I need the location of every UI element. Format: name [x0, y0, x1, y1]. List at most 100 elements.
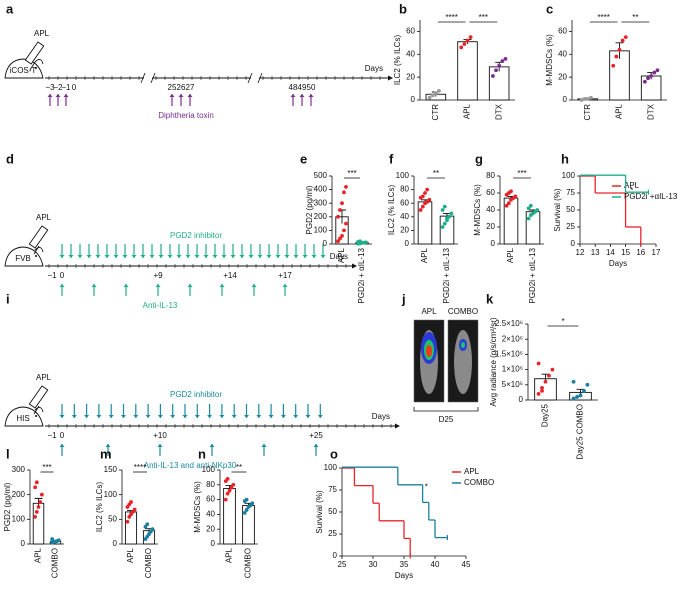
arrow-head — [59, 255, 65, 258]
data-point — [225, 491, 230, 496]
timeline-label: −3 — [45, 83, 55, 92]
data-point — [338, 208, 342, 212]
x-tick-label: APL — [615, 103, 624, 119]
x-tick-label: APL — [506, 247, 515, 263]
y-tick-label: 40 — [206, 510, 215, 519]
arrow-head — [105, 444, 111, 447]
y-tick-label: 1.5×10⁶ — [495, 350, 523, 359]
x-tick-label: APL — [126, 547, 135, 563]
arrow-head — [187, 284, 193, 287]
x-tick-label: DTX — [494, 103, 503, 120]
data-point — [513, 194, 518, 199]
y-tick-label: 20 — [406, 72, 415, 81]
data-point — [129, 500, 133, 504]
arrow-head — [59, 284, 65, 287]
x-tick-label: 13 — [591, 248, 600, 257]
timeline-label: +25 — [309, 431, 323, 440]
x-tick-label: 35 — [400, 560, 409, 569]
y-tick-label: 40 — [400, 212, 409, 221]
arrow-head — [91, 284, 97, 287]
data-point — [420, 204, 425, 209]
data-point — [620, 38, 625, 43]
arrow-head — [169, 94, 175, 97]
y-tick-label: 200 — [12, 490, 26, 499]
data-point — [225, 476, 230, 481]
arrow-head — [113, 255, 119, 258]
arrow-head — [167, 255, 173, 258]
y-tick-label: 60 — [406, 27, 415, 36]
y-tick-label: 25 — [566, 222, 575, 231]
data-point — [445, 216, 449, 221]
arrow-head — [275, 255, 281, 258]
x-axis-title: Days — [395, 571, 413, 580]
arrow-head — [219, 415, 225, 418]
y-tick-label: 150 — [104, 465, 118, 474]
panel-letter: g — [475, 151, 483, 166]
treatment-label: PGD2 inhibitor — [170, 231, 222, 240]
data-point — [449, 211, 454, 216]
axis-title: Days — [372, 412, 390, 421]
arrow-head — [203, 255, 209, 258]
panel-letter: c — [546, 1, 553, 16]
data-point — [575, 395, 579, 399]
data-point — [433, 91, 438, 96]
arrow-head — [122, 255, 128, 258]
y-tick-label: 100 — [314, 226, 328, 235]
data-point — [425, 187, 430, 192]
y-tick-label: 80 — [206, 480, 215, 489]
y-tick-label: 0 — [563, 95, 568, 104]
timeline-label: 26 — [177, 83, 186, 92]
arrow-head — [149, 255, 155, 258]
significance-label: ** — [632, 13, 638, 22]
arrow-head — [55, 94, 61, 97]
significance-label: * — [630, 186, 633, 195]
arrow-head — [282, 284, 288, 287]
timeline-arrowhead — [395, 423, 400, 429]
image-caption: D25 — [439, 415, 454, 424]
data-point — [585, 382, 590, 387]
x-tick-label: APL — [337, 247, 346, 263]
data-point — [344, 184, 348, 189]
data-point — [364, 240, 368, 245]
x-tick-label: 30 — [369, 560, 378, 569]
data-point — [462, 42, 467, 46]
y-tick-label: 75 — [566, 188, 575, 197]
data-point — [427, 197, 432, 202]
bar — [640, 75, 662, 101]
y-tick-label: 0 — [333, 551, 338, 560]
arrow-head — [194, 415, 200, 418]
data-point — [585, 96, 590, 101]
arrow-head — [209, 444, 215, 447]
timeline-label: +14 — [223, 271, 237, 280]
data-point — [132, 507, 137, 512]
axis-break — [150, 72, 156, 84]
data-point — [33, 485, 38, 490]
data-point — [579, 98, 584, 102]
arrow-head — [123, 284, 129, 287]
y-tick-label: 20 — [486, 222, 495, 231]
arrow-head — [284, 255, 290, 258]
arrow-head — [244, 415, 249, 418]
timeline-label: 0 — [60, 431, 65, 440]
data-point — [459, 45, 464, 50]
x-tick-label: Day25 COMBO — [576, 404, 585, 460]
data-point — [571, 396, 576, 401]
arrow-head — [257, 255, 263, 258]
data-point — [340, 233, 344, 238]
arrow-head — [77, 255, 83, 258]
y-tick-label: 0 — [113, 539, 118, 548]
arrow-head — [313, 444, 319, 447]
y-tick-label: 0 — [405, 239, 410, 248]
arrow-head — [157, 444, 163, 447]
y-axis-title: ILC2 (% ILCs) — [95, 482, 104, 533]
x-tick-label: PGD2i + αIL-13 — [357, 247, 366, 303]
data-point — [526, 216, 531, 221]
data-point — [427, 95, 432, 100]
panel-letter: f — [389, 151, 394, 166]
x-axis-title: Days — [609, 259, 627, 268]
data-point — [358, 239, 362, 244]
bracket — [413, 407, 479, 412]
mouse-strain: iCOS-T — [10, 66, 37, 75]
significance-label: *** — [42, 463, 51, 472]
arrow-head — [108, 415, 114, 418]
